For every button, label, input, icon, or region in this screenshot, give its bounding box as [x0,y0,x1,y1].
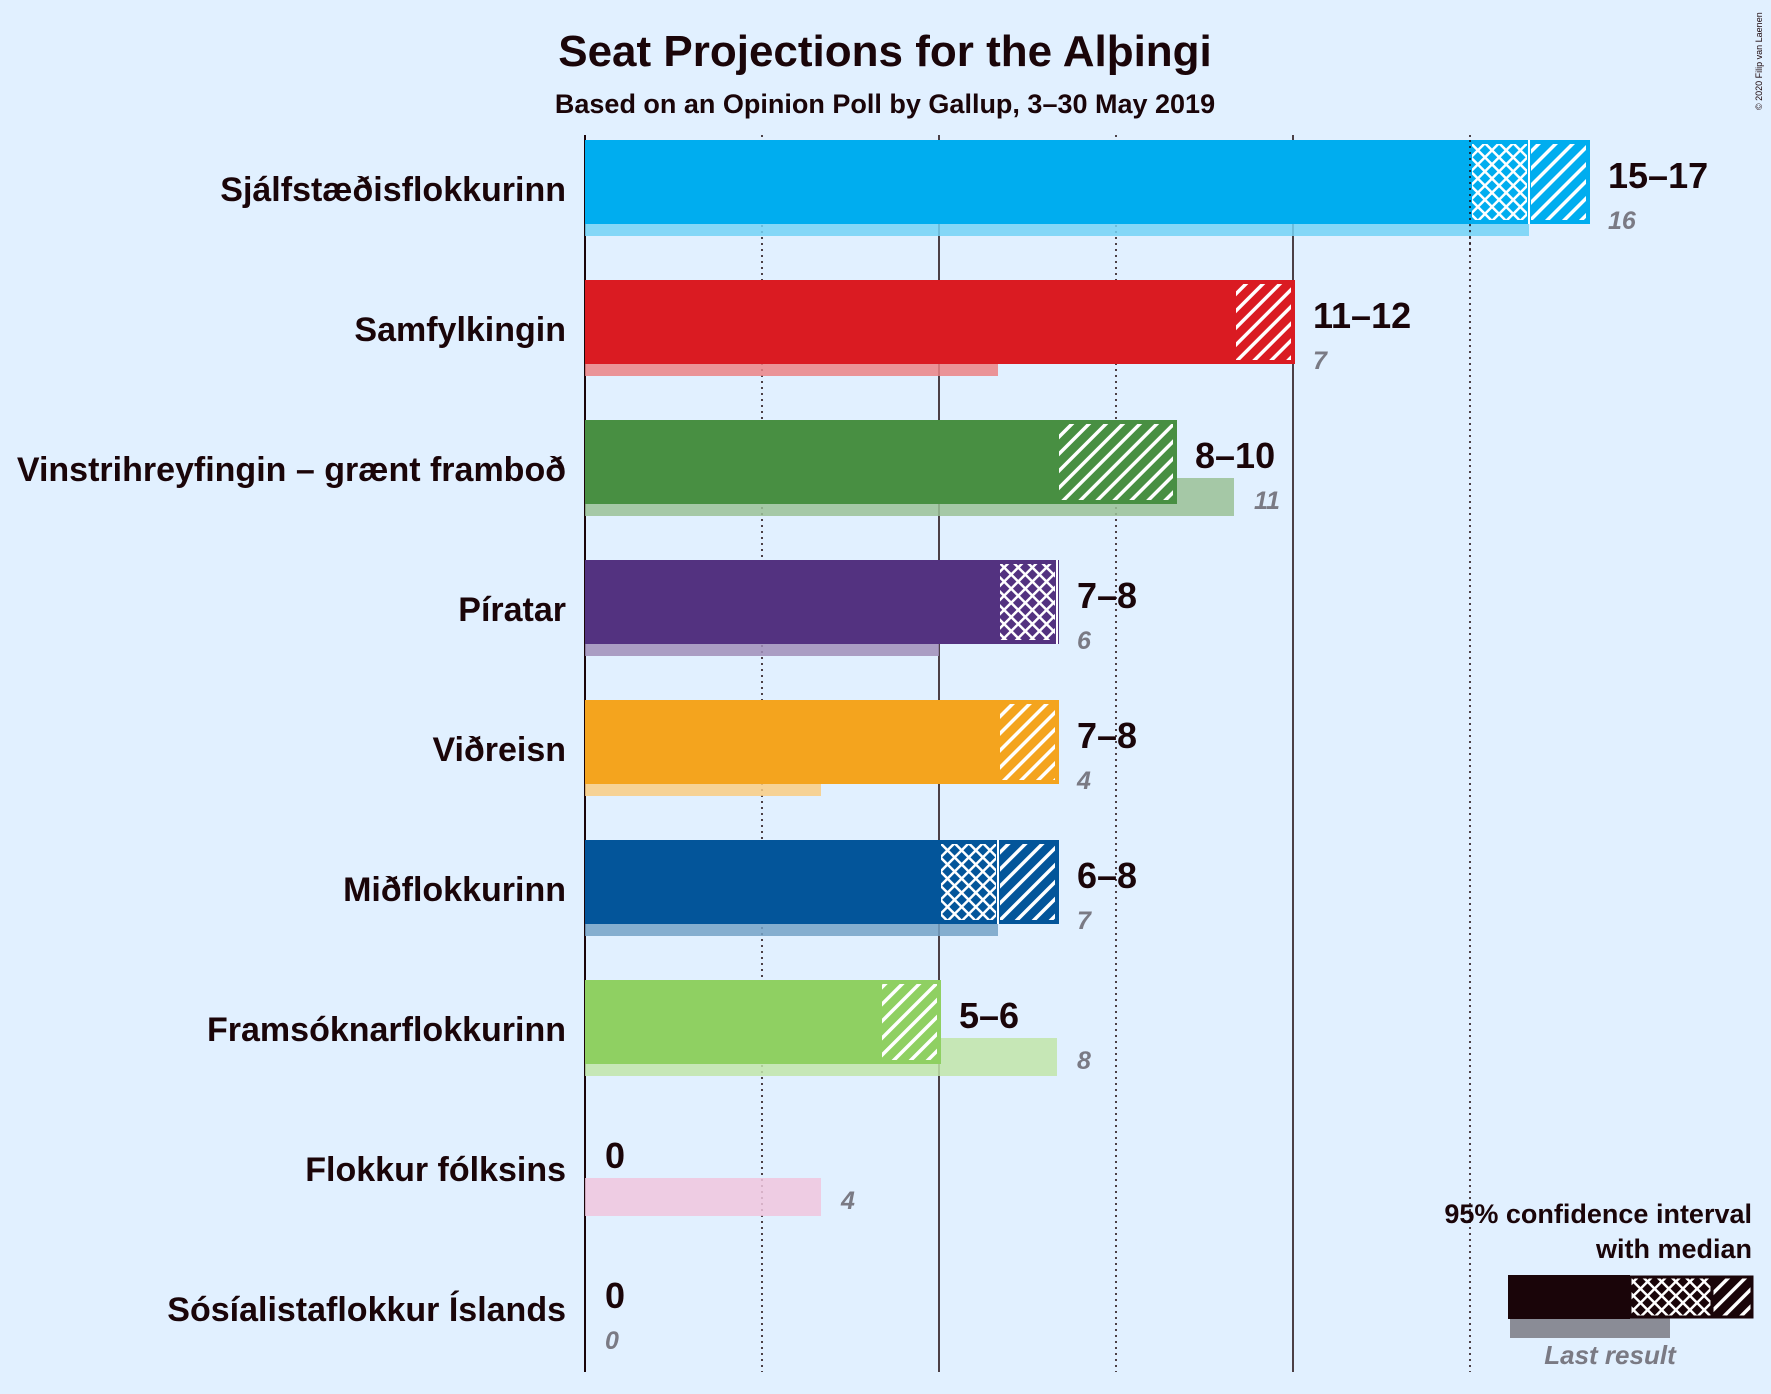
last-result-label: 4 [1076,767,1091,795]
ci-cross-segment [937,840,1000,924]
ci-cross-segment [1468,140,1531,224]
range-label: 6–8 [1077,855,1137,896]
ci-hatch-segment [1232,280,1295,364]
party-row: Flokkur fólksins 0 4 [305,1135,855,1216]
ci-solid-bar [585,140,1470,224]
party-row: Framsóknarflokkurinn 5–6 8 [207,980,1091,1076]
party-name: Framsóknarflokkurinn [207,1011,566,1049]
ci-solid-bar [585,700,998,784]
party-name: Sósíalistaflokkur Íslands [167,1291,566,1329]
party-name: Flokkur fólksins [305,1151,566,1189]
range-label: 0 [605,1275,625,1316]
party-name: Samfylkingin [354,311,566,349]
party-row: Píratar 7–8 6 [458,560,1137,656]
ci-hatch-segment [878,980,941,1064]
last-result-label: 7 [1077,907,1092,935]
legend-cross-swatch [1628,1275,1714,1319]
legend-ci-label: 95% confidence interval [1444,1199,1752,1229]
ci-hatch-segment [1055,420,1177,504]
party-name: Sjálfstæðisflokkurinn [220,171,566,209]
range-label: 11–12 [1313,295,1411,336]
last-result-label: 7 [1313,347,1328,375]
range-label: 8–10 [1195,435,1275,476]
range-label: 5–6 [959,995,1019,1036]
range-label: 15–17 [1608,155,1708,196]
party-name: Vinstrihreyfingin – grænt framboð [17,451,566,489]
legend-median-label: with median [1595,1234,1752,1264]
last-result-bar [585,1178,821,1216]
last-result-label: 0 [605,1327,619,1355]
ci-solid-bar [585,280,1234,364]
range-label: 7–8 [1077,575,1137,616]
party-row: Miðflokkurinn 6–8 7 [343,840,1137,936]
bars-group: Sjálfstæðisflokkurinn 15–17 16 Samfylkingin… [17,140,1708,1355]
ci-solid-bar [585,420,1057,504]
last-result-label: 4 [840,1187,855,1215]
chart-subtitle: Based on an Opinion Poll by Gallup, 3–30… [555,89,1215,119]
legend: 95% confidence interval with median Last… [1444,1199,1754,1370]
ci-solid-bar [585,560,998,644]
party-name: Píratar [458,591,566,629]
ci-hatch-segment [996,840,1059,924]
chart-title: Seat Projections for the Alþingi [558,27,1212,76]
party-name: Miðflokkurinn [343,871,566,909]
last-result-label: 16 [1608,207,1637,235]
copyright-note: © 2020 Filip van Laenen [1754,12,1764,110]
last-result-label: 11 [1254,487,1280,515]
range-label: 7–8 [1077,715,1137,756]
legend-solid-swatch [1508,1275,1630,1319]
last-result-label: 6 [1077,627,1092,655]
ci-solid-bar [585,840,939,924]
party-row: Viðreisn 7–8 4 [432,700,1137,796]
party-row: Vinstrihreyfingin – grænt framboð 8–10 11 [17,420,1280,516]
party-row: Sjálfstæðisflokkurinn 15–17 16 [220,140,1708,252]
party-name: Viðreisn [432,731,566,769]
ci-cross-segment [996,560,1059,644]
legend-hatch-swatch [1710,1275,1754,1319]
ci-hatch-segment [996,700,1059,784]
range-label: 0 [605,1135,625,1176]
legend-last-result-label: Last result [1544,1340,1677,1370]
ci-hatch-segment [1527,140,1590,224]
party-row: Samfylkingin 11–12 7 [354,280,1411,376]
last-result-label: 8 [1077,1047,1091,1075]
ci-solid-bar [585,980,880,1064]
party-row: Sósíalistaflokkur Íslands 0 0 [167,1275,625,1355]
